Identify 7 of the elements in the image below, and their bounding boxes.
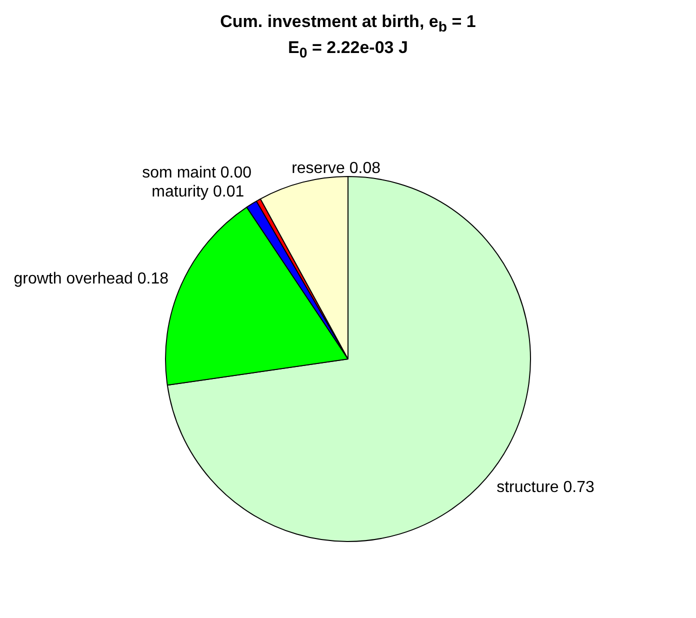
chart-subtitle: E$_{0}$ = 2.22e-03 J [287, 38, 409, 64]
slice-label: maturity 0.01 [152, 184, 244, 201]
chart-title: Cum. investment at birth, e$_{b}$ = 1 [219, 11, 477, 38]
slice-label: som maint 0.00 [142, 164, 252, 182]
slice-label: reserve 0.08 [292, 160, 381, 178]
slice-label: structure 0.73 [496, 479, 595, 496]
slice-label: growth overhead 0.18 [14, 270, 169, 288]
